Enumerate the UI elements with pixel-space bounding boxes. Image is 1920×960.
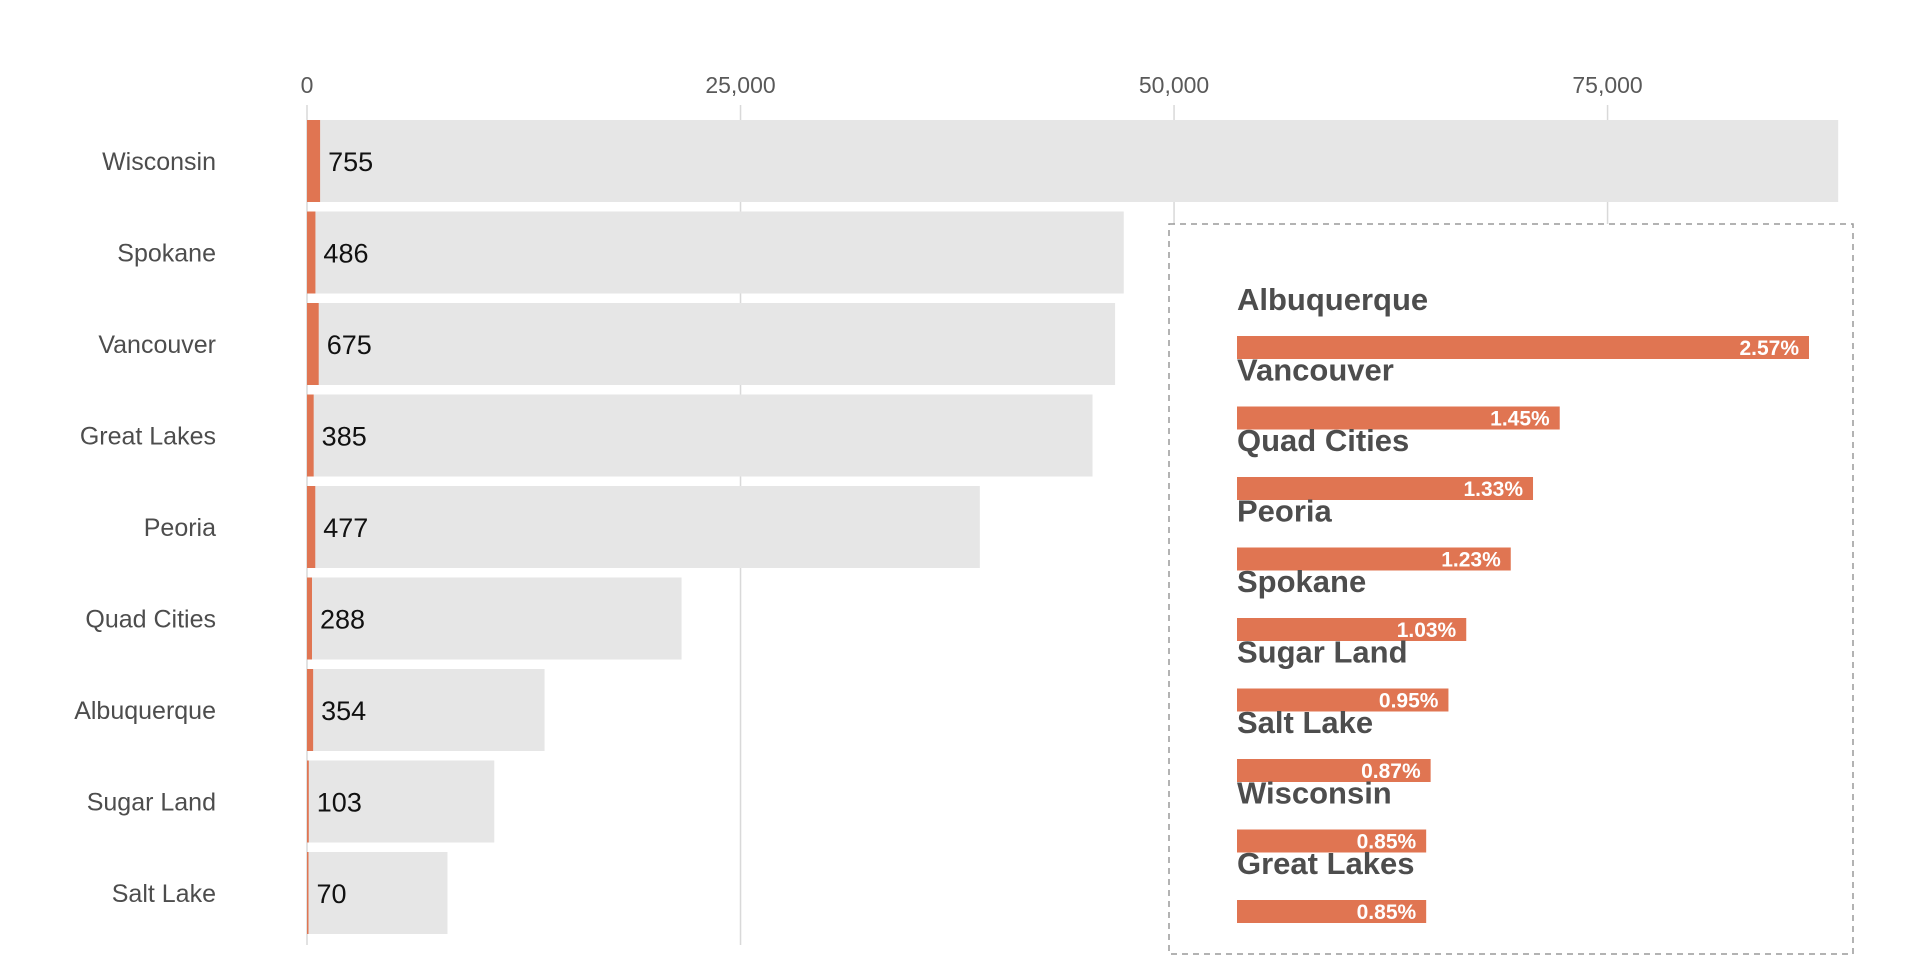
- highlight-bar: [307, 120, 321, 202]
- inset-category-label: Spokane: [1237, 564, 1366, 599]
- inset-data-label: 2.57%: [1739, 337, 1799, 360]
- category-label: Sugar Land: [87, 789, 216, 817]
- inset-category-label: Quad Cities: [1237, 423, 1409, 458]
- category-label: Quad Cities: [85, 606, 216, 634]
- category-label: Great Lakes: [80, 423, 216, 451]
- highlight-bar: [307, 577, 312, 660]
- inset-category-label: Albuquerque: [1237, 282, 1428, 317]
- inset-bar: [1237, 406, 1560, 430]
- data-label: 70: [317, 879, 347, 909]
- data-label: 103: [317, 788, 362, 818]
- inset-category-label: Wisconsin: [1237, 776, 1392, 811]
- inset-data-label: 1.45%: [1490, 408, 1550, 431]
- highlight-bar: [307, 669, 314, 751]
- data-label: 486: [323, 239, 368, 269]
- x-tick-label: 0: [301, 72, 314, 98]
- x-axis-ticks: 0 25,000 50,000 75,000: [301, 72, 1643, 98]
- inset-bar: [1237, 477, 1534, 500]
- total-bar: [307, 577, 682, 660]
- highlight-bar: [307, 303, 319, 385]
- category-label: Peoria: [144, 514, 216, 542]
- data-label: 288: [320, 605, 365, 635]
- inset-data-label: 1.03%: [1397, 619, 1457, 642]
- highlight-bar: [307, 211, 316, 294]
- data-label: 385: [322, 422, 367, 452]
- main-bar-chart: Wisconsin 755 Spokane 486 Vancouver 675 Great …: [74, 120, 1839, 934]
- total-bar: [307, 486, 980, 568]
- x-tick-label: 75,000: [1572, 72, 1642, 98]
- highlight-bar: [307, 760, 309, 843]
- inset-data-label: 1.33%: [1463, 478, 1523, 501]
- total-bar: [307, 211, 1124, 294]
- data-label: 354: [321, 696, 366, 726]
- total-bar: [307, 120, 1839, 202]
- inset-category-label: Great Lakes: [1237, 846, 1415, 881]
- category-label: Vancouver: [98, 331, 216, 359]
- x-tick-label: 50,000: [1139, 72, 1209, 98]
- data-label: 477: [323, 513, 368, 543]
- inset-category-label: Peoria: [1237, 494, 1333, 529]
- inset-chart: Albuquerque 2.57% Vancouver 1.45% Quad Citie…: [1168, 223, 1854, 955]
- category-label: Albuquerque: [74, 697, 216, 725]
- highlight-bar: [307, 486, 316, 568]
- inset-bar: [1237, 900, 1427, 923]
- inset-category-label: Salt Lake: [1237, 705, 1373, 740]
- inset-bar: [1237, 759, 1431, 782]
- inset-bar: [1237, 618, 1467, 641]
- total-bar: [307, 852, 448, 934]
- inset-bars: Albuquerque 2.57% Vancouver 1.45% Quad Citie…: [1237, 282, 1809, 924]
- total-bar: [307, 760, 495, 843]
- category-label: Salt Lake: [112, 880, 216, 908]
- x-tick-label: 25,000: [705, 72, 775, 98]
- highlight-bar: [307, 852, 309, 934]
- inset-data-label: 0.95%: [1379, 690, 1439, 713]
- category-label: Wisconsin: [102, 148, 216, 176]
- inset-data-label: 1.23%: [1441, 549, 1501, 572]
- data-label: 675: [327, 330, 372, 360]
- inset-bar: [1237, 688, 1449, 712]
- inset-data-label: 0.87%: [1361, 760, 1421, 783]
- inset-bar: [1237, 547, 1511, 571]
- inset-category-label: Vancouver: [1237, 353, 1394, 388]
- inset-bar: [1237, 336, 1809, 359]
- inset-data-label: 0.85%: [1357, 831, 1417, 854]
- inset-category-label: Sugar Land: [1237, 635, 1408, 670]
- data-label: 755: [328, 147, 373, 177]
- total-bar: [307, 303, 1116, 385]
- highlight-bar: [307, 394, 314, 477]
- inset-bar: [1237, 829, 1427, 853]
- total-bar: [307, 394, 1093, 477]
- inset-data-label: 0.85%: [1357, 901, 1417, 924]
- category-label: Spokane: [117, 240, 216, 268]
- total-bar: [307, 669, 545, 751]
